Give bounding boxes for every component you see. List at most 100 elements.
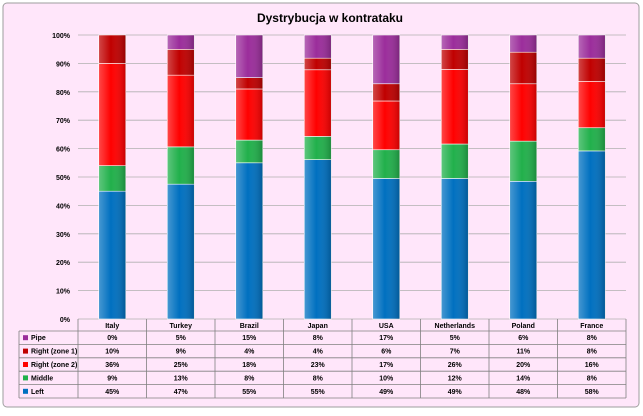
- legend-entry: Pipe: [31, 335, 46, 342]
- bar-shade: [304, 159, 332, 319]
- x-tick-label: Brazil: [240, 323, 259, 330]
- data-label: 48%: [516, 389, 531, 396]
- data-label: 5%: [450, 335, 461, 342]
- bar-shade: [167, 75, 195, 147]
- data-label: 18%: [242, 362, 257, 369]
- x-tick-label: Japan: [308, 323, 328, 330]
- bar-shade: [372, 83, 400, 101]
- legend-entry: Right (zone 1): [31, 349, 77, 356]
- y-tick-label: 70%: [56, 118, 71, 125]
- legend-entry: Left: [31, 389, 45, 396]
- bar-shade: [167, 49, 195, 76]
- data-label: 45%: [105, 389, 120, 396]
- data-label: 49%: [448, 389, 463, 396]
- data-label: 49%: [379, 389, 394, 396]
- bar-shade: [441, 178, 469, 319]
- x-tick-label: France: [580, 323, 603, 330]
- y-tick-label: 20%: [56, 260, 71, 267]
- data-label: 36%: [105, 362, 120, 369]
- data-label: 8%: [587, 335, 598, 342]
- y-tick-label: 90%: [56, 61, 71, 68]
- data-label: 8%: [313, 335, 324, 342]
- y-tick-label: 80%: [56, 90, 71, 97]
- bar-shade: [578, 81, 606, 128]
- data-label: 25%: [174, 362, 189, 369]
- data-label: 47%: [174, 389, 189, 396]
- data-label: 10%: [379, 375, 394, 382]
- data-label: 17%: [379, 335, 394, 342]
- bar-shade: [304, 58, 332, 70]
- data-label: 23%: [311, 362, 326, 369]
- bar-shade: [98, 165, 126, 192]
- data-label: 6%: [518, 335, 529, 342]
- data-table: Italy Turkey Brazil Japan USA Netherlands Pola…: [18, 319, 627, 399]
- bar-shade: [509, 181, 537, 319]
- bar-shade: [578, 127, 606, 151]
- y-tick-label: 10%: [56, 289, 71, 296]
- data-label: 15%: [242, 335, 257, 342]
- bar-shade: [304, 136, 332, 160]
- data-label: 4%: [244, 349, 255, 356]
- data-label: 6%: [381, 349, 392, 356]
- y-axis: 0% 10% 20% 30% 40% 50% 60% 70% 80% 90% 100%: [52, 33, 71, 324]
- x-tick-label: USA: [379, 323, 394, 330]
- bar-shade: [578, 35, 606, 59]
- bar-shade: [235, 162, 263, 319]
- data-label: 0%: [107, 335, 118, 342]
- x-tick-label: Turkey: [170, 323, 193, 330]
- bar-shade: [235, 35, 263, 78]
- x-tick-label: Netherlands: [435, 323, 476, 330]
- data-label: 55%: [311, 389, 326, 396]
- data-label: 55%: [242, 389, 257, 396]
- bar-shade: [372, 100, 400, 150]
- legend-swatch: [23, 375, 28, 381]
- bar-shade: [235, 77, 263, 89]
- y-tick-label: 60%: [56, 147, 71, 154]
- legend-swatch: [23, 388, 28, 394]
- bar-shade: [372, 35, 400, 84]
- bar-shade: [441, 49, 469, 70]
- bar-shade: [167, 35, 195, 50]
- x-tick-label: Italy: [105, 323, 119, 330]
- bar-shade: [441, 69, 469, 145]
- bar-shade: [372, 178, 400, 319]
- legend-swatch: [23, 362, 28, 367]
- data-label: 17%: [379, 362, 394, 369]
- y-tick-label: 50%: [56, 175, 71, 182]
- legend-swatch: [23, 335, 28, 341]
- bar-shade: [235, 140, 263, 163]
- bar-shade: [441, 144, 469, 179]
- data-label: 12%: [448, 375, 463, 382]
- bar-shade: [509, 83, 537, 142]
- bar-shade: [98, 35, 126, 64]
- data-label: 58%: [585, 389, 600, 396]
- bar-shade: [304, 35, 332, 59]
- data-label: 20%: [516, 362, 531, 369]
- data-label: 26%: [448, 362, 463, 369]
- data-label: 8%: [587, 349, 598, 356]
- data-label: 16%: [585, 362, 600, 369]
- data-label: 8%: [244, 375, 255, 382]
- data-label: 11%: [516, 349, 530, 356]
- legend-entry: Right (zone 2): [31, 362, 77, 369]
- bar-shade: [578, 58, 606, 82]
- legend-entry: Middle: [31, 375, 53, 382]
- legend-swatch: [23, 348, 28, 354]
- bar-shade: [167, 146, 195, 185]
- data-label: 4%: [313, 349, 324, 356]
- data-label: 10%: [105, 349, 120, 356]
- chart-title: Dystrybucja w kontrataku: [257, 11, 403, 25]
- bar-shade: [509, 35, 537, 53]
- bar-shade: [304, 69, 332, 137]
- bar-shade: [441, 35, 469, 50]
- y-tick-label: 40%: [56, 203, 71, 210]
- bar-shade: [578, 150, 606, 319]
- data-label: 14%: [516, 375, 531, 382]
- y-tick-label: 0%: [60, 317, 71, 324]
- bar-shade: [509, 52, 537, 84]
- data-label: 9%: [176, 349, 187, 356]
- bar-shade: [372, 149, 400, 179]
- y-tick-label: 100%: [52, 33, 71, 40]
